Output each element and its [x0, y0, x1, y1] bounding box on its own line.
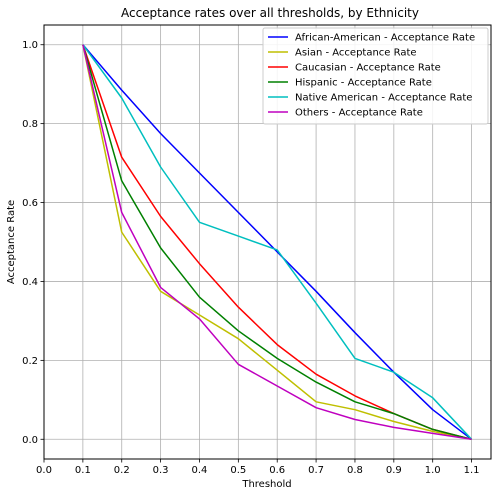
x-tick-label: 1.0 — [425, 465, 441, 476]
series-line-3 — [82, 44, 472, 441]
y-axis-label: Acceptance Rate — [6, 200, 17, 284]
x-tick-label: 0.7 — [308, 465, 324, 476]
legend-label: Hispanic - Acceptance Rate — [295, 78, 432, 89]
series-group — [82, 44, 473, 441]
legend-box — [262, 27, 489, 125]
x-tick-label: 0.4 — [192, 465, 208, 476]
x-tick-label: 1.1 — [464, 465, 480, 476]
plot-frame — [43, 24, 492, 460]
y-tick-label: 0.2 — [22, 356, 38, 367]
y-tick-label: 0.6 — [22, 198, 38, 209]
series-line-0 — [82, 44, 473, 440]
x-tick-label: 0.3 — [153, 465, 169, 476]
x-tick-label: 0.2 — [114, 465, 130, 476]
legend-label: Native American - Acceptance Rate — [295, 93, 472, 104]
x-tick-label: 0.6 — [269, 465, 285, 476]
y-tick-label: 0.8 — [22, 119, 38, 130]
y-axis: 0.0 0.2 0.4 0.6 0.8 1.0 — [22, 40, 44, 446]
x-tick-label: 0.1 — [75, 465, 91, 476]
legend-label: Caucasian - Acceptance Rate — [295, 63, 441, 74]
chart-title: Acceptance rates over all thresholds, by… — [121, 6, 419, 20]
legend: African-American - Acceptance Rate Asian … — [262, 27, 489, 125]
series-line-4 — [82, 44, 473, 440]
x-axis: 0.0 0.1 0.2 0.3 0.4 0.5 0.6 0.7 0.8 0.9 1.0 1.1 — [36, 459, 480, 476]
series-line-1 — [82, 44, 472, 441]
legend-label: African-American - Acceptance Rate — [295, 33, 475, 44]
x-tick-label: 0.9 — [386, 465, 402, 476]
y-tick-label: 0.4 — [22, 277, 38, 288]
legend-label: Asian - Acceptance Rate — [295, 48, 417, 59]
x-tick-label: 0.0 — [36, 465, 52, 476]
series-line-5 — [82, 44, 472, 441]
legend-label: Others - Acceptance Rate — [295, 108, 423, 119]
x-tick-label: 0.8 — [347, 465, 363, 476]
x-axis-label: Threshold — [241, 479, 291, 490]
y-tick-label: 0.0 — [22, 435, 38, 446]
y-tick-label: 1.0 — [22, 40, 38, 51]
x-tick-label: 0.5 — [230, 465, 246, 476]
